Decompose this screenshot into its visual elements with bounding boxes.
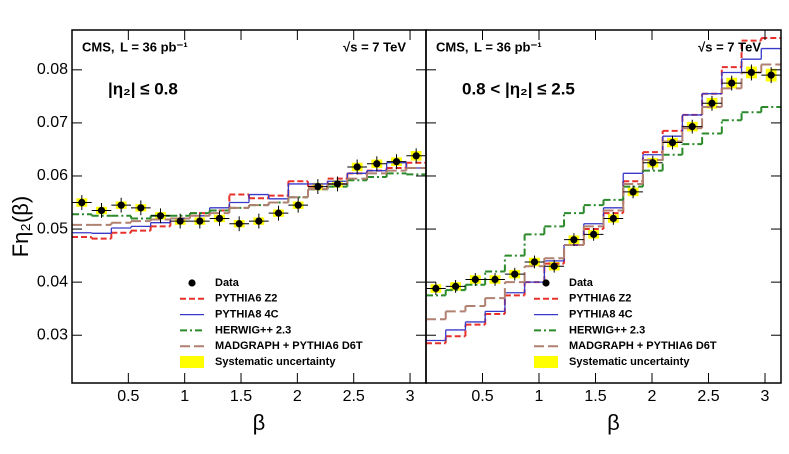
y-tick-label: 0.06 <box>37 167 68 184</box>
data-point <box>137 204 145 212</box>
legend-label: PYTHIA6 Z2 <box>569 293 631 305</box>
annotation: √s = 7 TeV <box>343 39 406 54</box>
data-point <box>511 270 519 278</box>
data-point <box>451 282 460 290</box>
x-tick-label: 0.5 <box>471 388 493 405</box>
y-tick-label: 0.07 <box>37 114 68 131</box>
x-tick-label: 0.5 <box>117 388 139 405</box>
legend-marker <box>534 356 558 368</box>
data-point <box>412 152 420 160</box>
annotation: L = 36 pb⁻¹ <box>474 39 542 54</box>
legend-label: HERWIG++ 2.3 <box>215 324 291 336</box>
y-tick-label: 0.05 <box>37 220 68 237</box>
y-tick-label: 0.08 <box>37 61 68 78</box>
x-tick-label: 2.5 <box>343 388 365 405</box>
data-point <box>196 217 204 225</box>
data-point <box>609 214 617 223</box>
data-point <box>728 79 736 87</box>
data-point <box>530 258 539 266</box>
y-tick-label: 0.03 <box>37 326 68 343</box>
x-tick-label: 3 <box>406 388 415 405</box>
y-tick-label: 0.04 <box>37 273 68 290</box>
legend-label: Systematic uncertainty <box>569 356 690 368</box>
x-tick-label: 3 <box>761 388 770 405</box>
x-tick-label: 2.5 <box>697 388 719 405</box>
data-point <box>688 123 696 131</box>
data-point <box>333 180 342 188</box>
x-axis-label: β <box>253 410 266 435</box>
x-axis-label: β <box>607 410 620 435</box>
data-point <box>156 212 165 220</box>
annotation: 0.8 < |η₂| ≤ 2.5 <box>462 79 575 98</box>
data-point <box>255 217 263 225</box>
data-point <box>392 158 401 166</box>
x-tick-label: 1 <box>535 388 544 405</box>
data-point <box>550 262 558 270</box>
data-point <box>215 214 224 223</box>
data-point <box>668 138 677 147</box>
legend-label: MADGRAPH + PYTHIA6 D6T <box>215 340 363 352</box>
legend-label: PYTHIA6 Z2 <box>215 293 277 305</box>
legend-label: MADGRAPH + PYTHIA6 D6T <box>569 340 717 352</box>
data-point <box>432 284 440 293</box>
legend-label: Data <box>569 277 594 289</box>
annotation: CMS, <box>436 39 469 54</box>
x-tick-label: 1.5 <box>230 388 252 405</box>
data-point <box>117 201 125 209</box>
legend-marker <box>542 279 550 287</box>
legend-label: Systematic uncertainty <box>215 356 336 368</box>
data-point <box>629 188 637 196</box>
data-point <box>570 236 578 244</box>
data-point <box>767 71 775 79</box>
data-point <box>590 230 598 238</box>
data-point <box>649 159 657 167</box>
legend-label: Data <box>215 277 240 289</box>
data-point <box>97 206 106 215</box>
data-point <box>274 209 283 217</box>
legend-label: PYTHIA8 4C <box>569 309 633 321</box>
data-point <box>176 217 184 225</box>
data-point <box>78 198 86 207</box>
y-axis-label: Fη₂(β) <box>8 196 33 258</box>
x-tick-label: 2 <box>648 388 657 405</box>
data-point <box>373 160 381 168</box>
legend-marker <box>188 279 196 287</box>
annotation: CMS, <box>82 39 115 54</box>
legend-label: HERWIG++ 2.3 <box>569 324 645 336</box>
x-tick-label: 1.5 <box>584 388 606 405</box>
data-point <box>235 220 243 228</box>
annotation: L = 36 pb⁻¹ <box>120 39 188 54</box>
x-tick-label: 1 <box>180 388 189 405</box>
data-point <box>708 99 716 107</box>
data-point <box>471 275 479 284</box>
annotation: √s = 7 TeV <box>698 39 761 54</box>
data-point <box>294 201 302 209</box>
data-point <box>353 163 361 171</box>
frame <box>425 29 782 384</box>
legend-label: PYTHIA8 4C <box>215 309 279 321</box>
data-point <box>314 182 322 191</box>
data-point <box>747 68 756 77</box>
x-tick-label: 2 <box>293 388 302 405</box>
annotation: |η₂| ≤ 0.8 <box>108 79 178 98</box>
legend-marker <box>180 356 204 368</box>
data-point <box>491 275 499 284</box>
